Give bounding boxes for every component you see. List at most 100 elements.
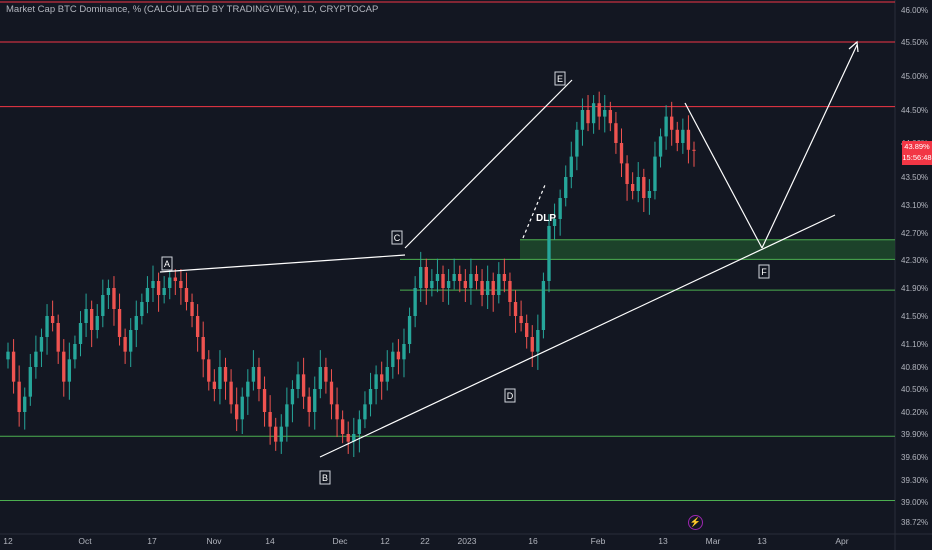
candle-body	[419, 267, 423, 288]
candle-body	[446, 281, 451, 288]
candle-body	[591, 103, 596, 124]
candle-body	[686, 129, 691, 150]
point-label-b: B	[322, 473, 328, 483]
point-label-f: F	[761, 267, 767, 277]
point-label-c: C	[394, 233, 401, 243]
candle-body	[218, 367, 222, 389]
x-tick-label: 13	[757, 536, 767, 546]
y-tick-label: 45.50%	[901, 38, 928, 47]
x-tick-label: 2023	[458, 536, 477, 546]
y-tick-label: 39.00%	[901, 498, 928, 507]
candle-body	[313, 389, 317, 412]
candle-body	[385, 367, 389, 382]
point-label-box-f	[758, 264, 770, 279]
point-label-e: E	[557, 74, 563, 84]
y-tick-label: 41.90%	[901, 284, 928, 293]
candle-body	[195, 316, 200, 337]
point-label-box-b	[319, 470, 331, 485]
candle-body	[240, 396, 244, 420]
candle-body	[229, 381, 233, 405]
candle-body	[23, 396, 27, 412]
y-tick-label: 39.90%	[901, 430, 928, 439]
candle-body	[207, 359, 211, 382]
candle-body	[625, 163, 629, 184]
candle-body	[407, 316, 412, 344]
candle-body	[201, 337, 205, 360]
candle-body	[6, 351, 10, 360]
y-tick-label: 42.70%	[901, 229, 928, 238]
candle-body	[396, 351, 401, 360]
candle-body	[508, 281, 512, 302]
candle-body	[168, 277, 172, 288]
candle-body	[681, 129, 685, 143]
candle-body	[380, 374, 384, 382]
trend-line	[159, 254, 406, 273]
candle-body	[497, 274, 501, 295]
y-tick-label: 40.50%	[901, 385, 928, 394]
candle-body	[112, 288, 116, 309]
candle-body	[619, 143, 624, 164]
y-tick-label: 44.50%	[901, 106, 928, 115]
candle-body	[50, 316, 55, 323]
candle-body	[101, 295, 105, 316]
candle-body	[558, 198, 562, 219]
candle-body	[28, 367, 32, 397]
candle-body	[45, 316, 49, 337]
candle-body	[502, 274, 507, 281]
candle-body	[151, 281, 155, 288]
x-tick-label: 14	[265, 536, 275, 546]
point-label-box-c	[391, 230, 403, 245]
candle-body	[307, 396, 311, 412]
candle-body	[485, 281, 490, 295]
candle-body	[664, 116, 668, 137]
candle-body	[78, 323, 83, 344]
candle-body	[140, 302, 144, 316]
x-tick-label: Apr	[835, 536, 848, 546]
candle-body	[586, 110, 590, 124]
point-label-box-a	[161, 256, 173, 271]
x-tick-label: 16	[528, 536, 538, 546]
candle-body	[564, 177, 568, 198]
candle-body	[117, 309, 122, 337]
candle-body	[608, 110, 613, 124]
y-tick-label: 40.80%	[901, 363, 928, 372]
candle-body	[11, 351, 16, 382]
dlp-dashed-line	[522, 184, 546, 239]
candle-body	[357, 419, 362, 434]
y-tick-label: 38.72%	[901, 518, 928, 527]
candle-body	[368, 389, 373, 405]
y-tick-label: 41.10%	[901, 340, 928, 349]
candle-body	[575, 129, 579, 157]
candle-body	[156, 281, 161, 295]
trend-line	[684, 102, 763, 249]
candle-body	[547, 226, 551, 281]
candle-body	[223, 367, 228, 382]
candle-body	[145, 288, 150, 302]
x-tick-label: Feb	[591, 536, 606, 546]
candle-body	[56, 323, 60, 352]
x-tick-label: 13	[658, 536, 668, 546]
candle-body	[318, 367, 322, 389]
candle-body	[692, 149, 696, 151]
candle-body	[430, 281, 434, 288]
last-price-value: 43.89%	[904, 142, 930, 151]
candle-body	[469, 274, 473, 288]
candle-body	[34, 351, 38, 367]
candle-body	[301, 374, 306, 397]
flash-icon[interactable]: ⚡	[688, 515, 703, 530]
candle-body	[441, 274, 445, 288]
candle-body	[480, 281, 484, 295]
candle-body	[262, 389, 267, 412]
candle-body	[642, 177, 646, 198]
candle-body	[17, 381, 21, 412]
candle-body	[519, 316, 523, 323]
candle-body	[179, 281, 183, 288]
trend-line	[761, 44, 858, 249]
y-tick-label: 39.60%	[901, 453, 928, 462]
y-tick-label: 45.00%	[901, 72, 928, 81]
candle-body	[552, 219, 557, 226]
point-label-box-d	[504, 388, 516, 403]
x-tick-label: Oct	[78, 536, 92, 546]
